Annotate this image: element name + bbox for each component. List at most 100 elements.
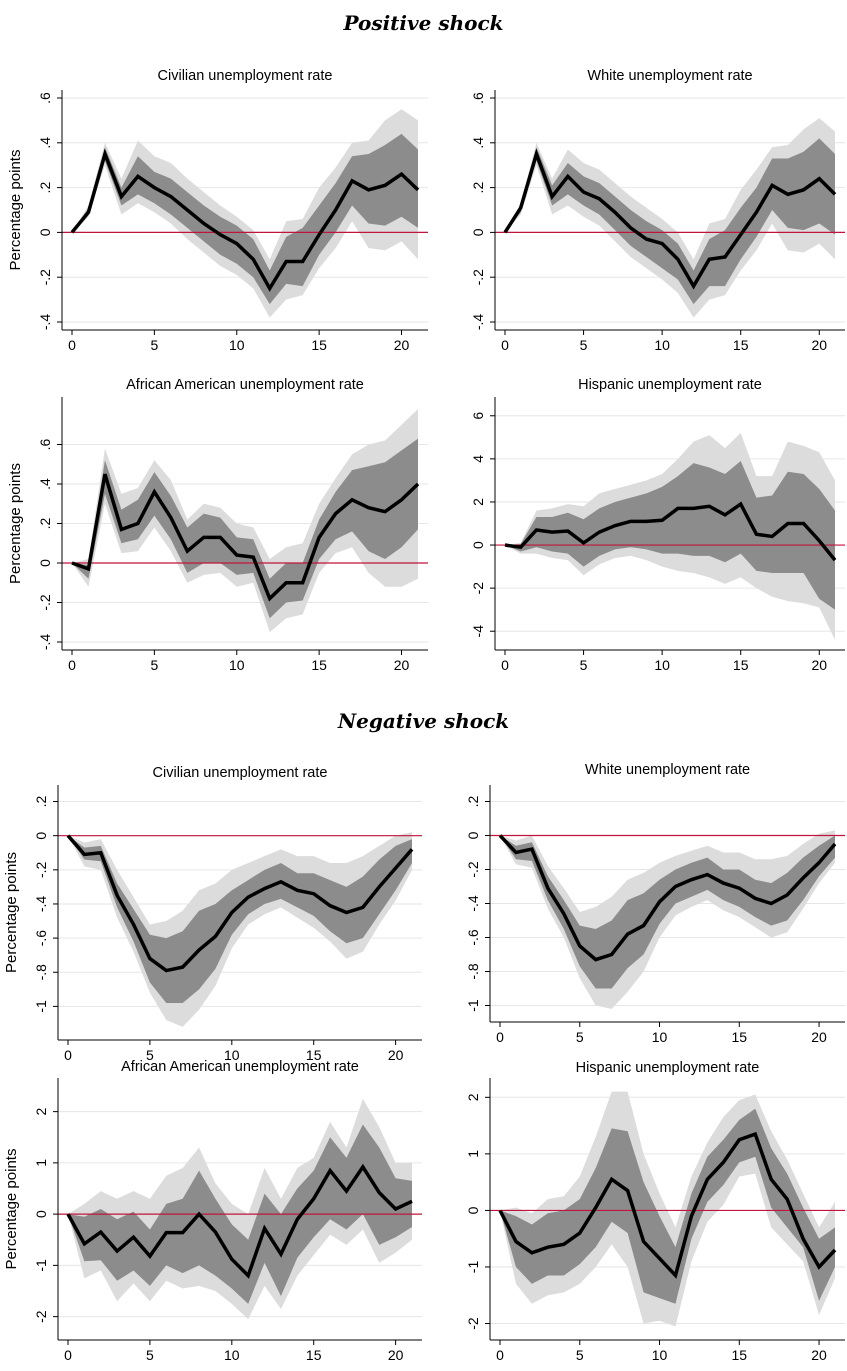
y-axis-label: Percentage points [7, 463, 24, 584]
y-tick-label: -.4 [470, 314, 486, 331]
y-tick-label: 1 [465, 1150, 481, 1158]
y-tick-label: 0 [37, 228, 53, 236]
y-tick-label: .2 [465, 795, 481, 807]
x-tick-label: 15 [311, 337, 327, 353]
x-tick-label: 20 [811, 337, 827, 353]
y-tick-label: .6 [37, 438, 53, 450]
y-tick-label: 0 [470, 541, 486, 549]
x-tick-label: 0 [501, 657, 509, 673]
y-tick-label: -.4 [37, 634, 53, 651]
x-tick-label: 5 [576, 1029, 584, 1045]
x-tick-label: 5 [146, 1047, 154, 1063]
y-tick-label: 0 [470, 228, 486, 236]
chart-title: White unemployment rate [587, 68, 752, 84]
y-tick-label: -.4 [37, 314, 53, 331]
chart-panel-4: 0 5 10 15 20 -1 -.8 -.6 -.4 -.2 0 .2 Civilian unempl… [3, 765, 422, 1063]
chart-title: Civilian unemployment rate [153, 765, 328, 781]
y-tick-label: -4 [470, 625, 486, 638]
y-tick-label: -.4 [33, 896, 49, 913]
chart-title: Civilian unemployment rate [158, 68, 333, 84]
y-tick-label: 6 [470, 412, 486, 420]
x-tick-label: 15 [731, 1029, 747, 1045]
y-tick-label: -.2 [37, 594, 53, 611]
x-tick-label: 0 [68, 337, 76, 353]
x-tick-label: 0 [496, 1029, 504, 1045]
x-tick-label: 10 [652, 1347, 668, 1363]
chart-panel-3: 0 5 10 15 20 -4 -2 0 2 4 6 Hispanic unemployment ra… [470, 377, 845, 673]
y-tick-label: .2 [37, 182, 53, 194]
y-tick-label: -.6 [465, 929, 481, 946]
chart-title: Hispanic unemployment rate [578, 377, 762, 393]
chart-title: African American unemployment rate [121, 1059, 359, 1075]
chart-panel-7: 0 5 10 15 20 -2 -1 0 1 2 Hispanic unemployment rat… [465, 1060, 845, 1363]
x-tick-label: 15 [311, 657, 327, 673]
x-tick-label: 10 [654, 337, 670, 353]
y-tick-label: 0 [33, 832, 49, 840]
x-tick-label: 20 [394, 657, 410, 673]
y-tick-label: 1 [33, 1159, 49, 1167]
y-tick-label: 0 [37, 559, 53, 567]
estimate-line [66, 834, 414, 973]
x-tick-label: 15 [731, 1347, 747, 1363]
y-tick-label: -.4 [465, 895, 481, 912]
y-tick-label: .6 [470, 92, 486, 104]
y-tick-label: 4 [470, 455, 486, 463]
chart-title: Hispanic unemployment rate [576, 1060, 760, 1076]
x-tick-label: 10 [229, 657, 245, 673]
chart-title: White unemployment rate [585, 762, 750, 778]
x-tick-label: 10 [224, 1047, 240, 1063]
y-tick-label: -.2 [465, 861, 481, 878]
chart-panel-6: 0 5 10 15 20 -2 -1 0 1 2 African American unemploy… [3, 1059, 422, 1363]
x-tick-label: 5 [150, 657, 158, 673]
x-tick-label: 15 [306, 1047, 322, 1063]
inner-confidence-band [72, 438, 418, 619]
x-tick-label: 20 [811, 657, 827, 673]
y-tick-label: -2 [465, 1317, 481, 1330]
chart-title: African American unemployment rate [126, 377, 364, 393]
y-tick-label: 0 [465, 831, 481, 839]
y-tick-label: .2 [33, 795, 49, 807]
estimate-line [504, 501, 837, 562]
y-tick-label: -2 [33, 1310, 49, 1323]
y-tick-label: 2 [470, 498, 486, 506]
x-tick-label: 15 [733, 657, 749, 673]
x-tick-label: 20 [811, 1347, 827, 1363]
x-tick-label: 0 [68, 657, 76, 673]
x-tick-label: 10 [224, 1347, 240, 1363]
y-tick-label: -1 [465, 999, 481, 1012]
x-tick-label: 0 [496, 1347, 504, 1363]
x-tick-label: 15 [733, 337, 749, 353]
x-tick-label: 0 [64, 1047, 72, 1063]
y-tick-label: -1 [465, 1261, 481, 1274]
x-tick-label: 5 [580, 657, 588, 673]
x-tick-label: 15 [306, 1347, 322, 1363]
y-tick-label: .4 [37, 478, 53, 490]
x-tick-label: 10 [229, 337, 245, 353]
x-tick-label: 5 [580, 337, 588, 353]
x-tick-label: 0 [501, 337, 509, 353]
y-tick-label: -.2 [33, 861, 49, 878]
y-tick-label: .4 [37, 137, 53, 149]
y-tick-label: -1 [33, 1259, 49, 1272]
section-title-negative-shock: Negative shock [337, 709, 510, 733]
x-tick-label: 5 [150, 337, 158, 353]
inner-confidence-band [505, 138, 835, 305]
inner-confidence-band [505, 461, 835, 610]
y-tick-label: -2 [470, 582, 486, 595]
x-tick-label: 5 [146, 1347, 154, 1363]
outer-confidence-band [505, 118, 835, 318]
y-axis-label: Percentage points [7, 150, 24, 271]
inner-confidence-band [72, 133, 418, 305]
chart-panel-1: 0 5 10 15 20 -.4 -.2 0 .2 .4 .6 White unemployment … [470, 68, 845, 353]
y-tick-label: .2 [37, 517, 53, 529]
estimate-line [503, 148, 837, 290]
estimate-line [498, 834, 837, 962]
y-tick-label: 2 [465, 1093, 481, 1101]
y-tick-label: .4 [470, 137, 486, 149]
estimate-line [70, 148, 420, 292]
y-tick-label: 2 [33, 1108, 49, 1116]
x-tick-label: 10 [652, 1029, 668, 1045]
inner-confidence-band [500, 1108, 835, 1304]
y-tick-label: 0 [465, 1206, 481, 1214]
